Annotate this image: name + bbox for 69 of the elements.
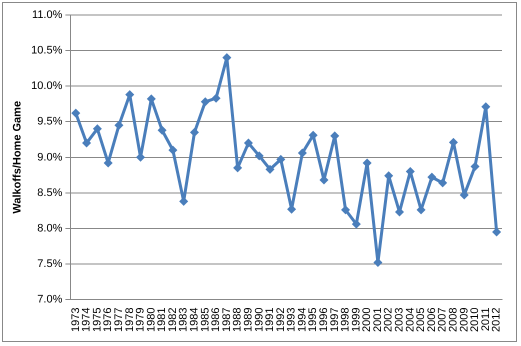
x-tick-label: 1999 bbox=[350, 308, 362, 332]
x-tick-label: 1997 bbox=[328, 308, 341, 332]
x-tick-label: 2002 bbox=[382, 308, 395, 332]
x-tick-label: 2001 bbox=[372, 308, 384, 332]
y-tick-label: 9.5% bbox=[37, 116, 63, 128]
point bbox=[212, 94, 221, 103]
point bbox=[266, 164, 275, 174]
point bbox=[158, 126, 167, 135]
point bbox=[190, 128, 199, 137]
x-tick-label: 1981 bbox=[156, 308, 168, 332]
point bbox=[470, 162, 480, 172]
x-tick-label: 1996 bbox=[318, 308, 330, 332]
point bbox=[114, 120, 124, 130]
x-tick-label: 2006 bbox=[426, 308, 438, 332]
y-tick-label: 8.0% bbox=[37, 222, 63, 234]
x-tick-label: 1979 bbox=[134, 308, 147, 332]
x-tick-label: 1982 bbox=[166, 308, 179, 332]
point bbox=[71, 108, 80, 118]
point bbox=[308, 130, 318, 140]
x-tick-label: 1986 bbox=[210, 308, 222, 332]
x-tick-label: 1990 bbox=[253, 308, 266, 332]
y-tick-label: 8.5% bbox=[37, 186, 63, 199]
x-tick-label: 1992 bbox=[274, 308, 287, 332]
y-tick-label: 11.0% bbox=[32, 9, 63, 22]
x-tick-label: 1977 bbox=[112, 308, 125, 332]
x-tick-label: 2010 bbox=[469, 308, 482, 332]
x-tick-label: 1995 bbox=[307, 308, 320, 332]
x-tick-label: 1988 bbox=[232, 308, 244, 332]
x-tick-label: 1994 bbox=[296, 308, 308, 332]
x-tick-label: 1993 bbox=[286, 308, 298, 332]
x-tick-label: 2011 bbox=[480, 308, 492, 332]
y-tick-label: 7.0% bbox=[37, 294, 63, 306]
point bbox=[92, 124, 102, 134]
x-tick-label: 1980 bbox=[145, 308, 158, 332]
point bbox=[168, 146, 178, 155]
x-tick-label: 1989 bbox=[242, 308, 254, 332]
x-tick-label: 2008 bbox=[447, 308, 460, 332]
x-tick-label: 1985 bbox=[199, 308, 212, 332]
point bbox=[254, 151, 264, 160]
x-tick-label: 1983 bbox=[178, 308, 190, 332]
y-tick-label: 7.5% bbox=[37, 258, 63, 270]
x-tick-label: 2003 bbox=[394, 308, 406, 332]
x-tick-label: 2000 bbox=[361, 308, 374, 332]
x-tick-label: 1975 bbox=[91, 308, 104, 332]
x-tick-label: 2009 bbox=[458, 308, 470, 332]
x-tick-label: 1991 bbox=[264, 308, 276, 332]
point bbox=[276, 154, 286, 164]
point bbox=[427, 172, 436, 182]
point bbox=[298, 148, 307, 158]
x-tick-label: 1987 bbox=[220, 308, 233, 332]
y-tick-label: 10.5% bbox=[31, 44, 63, 57]
x-tick-label: 1974 bbox=[80, 308, 93, 332]
y-tick-label: 9.0% bbox=[37, 151, 63, 164]
x-tick-label: 2005 bbox=[415, 308, 428, 332]
point bbox=[200, 97, 210, 106]
x-tick-label: 2004 bbox=[404, 308, 416, 332]
x-tick-label: 1973 bbox=[70, 308, 82, 332]
x-tick-label: 1998 bbox=[340, 308, 352, 332]
y-tick-label: 10.0% bbox=[31, 80, 63, 92]
point bbox=[438, 178, 448, 188]
x-tick-label: 1978 bbox=[124, 308, 136, 332]
point bbox=[244, 138, 253, 148]
x-tick-label: 1976 bbox=[102, 308, 114, 332]
point bbox=[82, 138, 92, 148]
x-tick-label: 2012 bbox=[490, 308, 503, 332]
point bbox=[341, 205, 350, 214]
y-axis-title: Walkoffs/Home Game bbox=[12, 100, 24, 214]
x-tick-label: 1984 bbox=[188, 308, 201, 332]
x-tick-label: 2007 bbox=[436, 308, 449, 332]
